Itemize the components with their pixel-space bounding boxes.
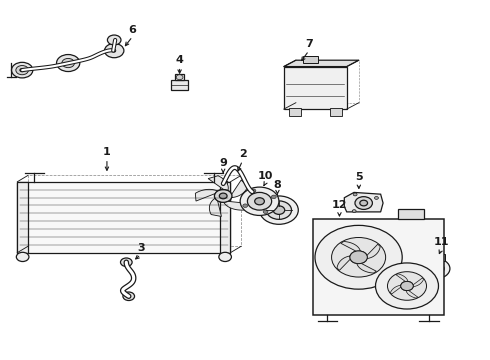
Text: 12: 12	[332, 200, 347, 210]
Circle shape	[107, 35, 121, 45]
Polygon shape	[224, 201, 249, 210]
Polygon shape	[17, 182, 230, 253]
Circle shape	[123, 292, 135, 301]
Circle shape	[121, 258, 132, 266]
Circle shape	[219, 252, 231, 261]
Text: 9: 9	[219, 158, 227, 168]
Circle shape	[104, 44, 124, 58]
Polygon shape	[337, 256, 350, 270]
Circle shape	[56, 54, 80, 72]
Bar	[220, 182, 230, 253]
Circle shape	[20, 68, 25, 72]
Text: 3: 3	[137, 243, 145, 253]
Polygon shape	[391, 285, 401, 294]
Circle shape	[62, 58, 74, 68]
Circle shape	[215, 190, 232, 202]
Circle shape	[247, 192, 271, 210]
Circle shape	[255, 198, 265, 205]
Text: 11: 11	[434, 237, 449, 247]
Polygon shape	[284, 67, 347, 109]
Circle shape	[434, 267, 439, 270]
Circle shape	[251, 189, 256, 193]
Circle shape	[353, 193, 357, 196]
Circle shape	[429, 263, 444, 274]
Text: 2: 2	[239, 149, 246, 159]
Circle shape	[263, 210, 268, 213]
Polygon shape	[284, 60, 359, 67]
Circle shape	[271, 195, 276, 199]
Circle shape	[350, 251, 368, 264]
Bar	[303, 55, 318, 63]
Bar	[175, 74, 184, 80]
Circle shape	[220, 193, 227, 199]
Circle shape	[423, 259, 450, 279]
Circle shape	[350, 251, 368, 264]
Bar	[248, 188, 256, 195]
Text: 10: 10	[258, 171, 273, 181]
Circle shape	[215, 190, 232, 202]
Circle shape	[176, 75, 183, 80]
Polygon shape	[209, 198, 221, 216]
Polygon shape	[413, 278, 423, 287]
Circle shape	[388, 272, 426, 300]
Circle shape	[260, 196, 298, 224]
Polygon shape	[196, 189, 218, 201]
Circle shape	[16, 252, 29, 261]
Polygon shape	[406, 291, 418, 298]
Polygon shape	[341, 242, 360, 251]
Polygon shape	[357, 264, 376, 273]
Bar	[171, 80, 188, 90]
Circle shape	[16, 66, 28, 75]
Bar	[289, 108, 301, 116]
Text: 5: 5	[355, 172, 363, 182]
Polygon shape	[344, 192, 383, 212]
Text: 7: 7	[305, 39, 313, 49]
Text: 8: 8	[273, 180, 281, 190]
Text: 6: 6	[129, 25, 137, 35]
Circle shape	[332, 238, 386, 277]
Circle shape	[375, 263, 439, 309]
Text: 4: 4	[175, 55, 184, 65]
Bar	[398, 209, 424, 219]
Circle shape	[401, 282, 413, 291]
Circle shape	[352, 210, 356, 212]
Polygon shape	[396, 274, 408, 282]
Bar	[330, 108, 342, 116]
Circle shape	[315, 225, 402, 289]
Circle shape	[267, 201, 292, 219]
Polygon shape	[208, 176, 228, 190]
Circle shape	[243, 204, 247, 207]
Bar	[221, 181, 228, 187]
Polygon shape	[367, 244, 380, 258]
Bar	[17, 182, 28, 253]
Text: 1: 1	[103, 147, 111, 157]
Circle shape	[220, 193, 227, 199]
Circle shape	[401, 282, 413, 291]
Bar	[428, 255, 445, 261]
Circle shape	[273, 206, 285, 215]
Circle shape	[11, 62, 33, 78]
Circle shape	[360, 200, 368, 206]
Circle shape	[240, 187, 279, 215]
Circle shape	[374, 197, 378, 199]
Polygon shape	[232, 180, 248, 198]
Bar	[313, 219, 443, 315]
Circle shape	[355, 197, 372, 210]
